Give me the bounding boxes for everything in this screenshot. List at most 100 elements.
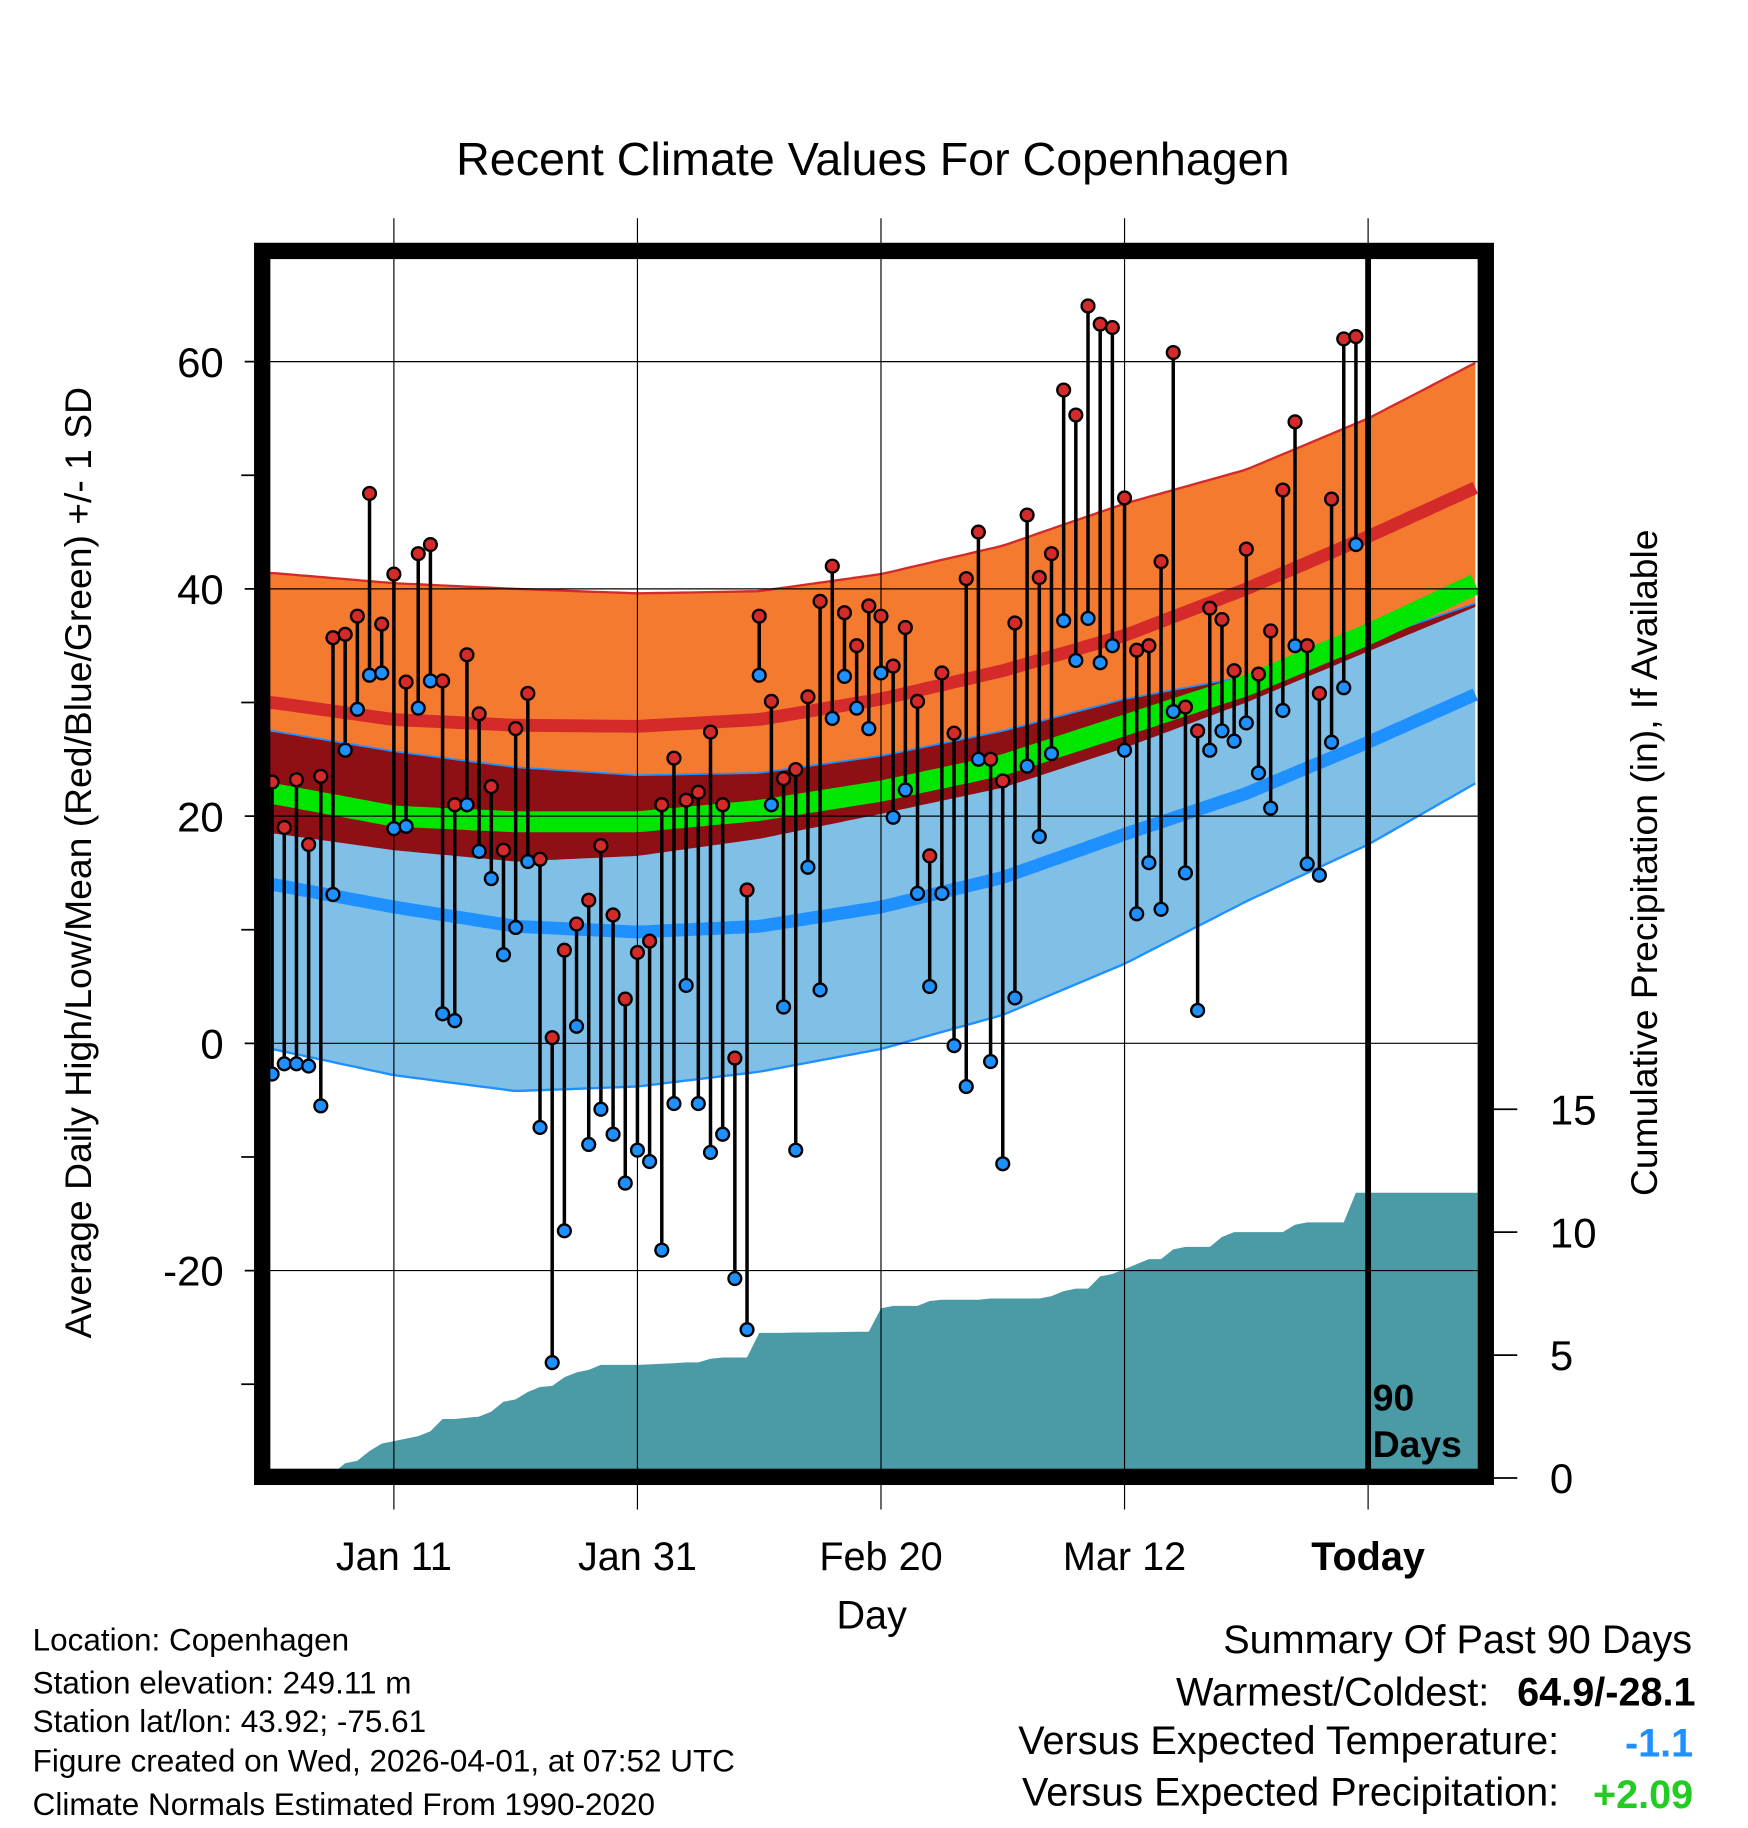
x-tick-label: Mar 12 xyxy=(1063,1535,1186,1579)
footer-latlon: Station lat/lon: 43.92; -75.61 xyxy=(33,1704,426,1739)
daily-low-point xyxy=(1238,715,1254,731)
footer-location: Location: Copenhagen xyxy=(33,1622,350,1657)
daily-low-point xyxy=(873,665,889,681)
daily-high-point xyxy=(1190,723,1206,739)
daily-low-point xyxy=(1323,734,1340,750)
daily-high-point xyxy=(1165,344,1181,361)
daily-high-point xyxy=(276,819,292,836)
daily-low-point xyxy=(1141,855,1157,871)
daily-low-point xyxy=(1275,702,1291,719)
daily-low-point xyxy=(836,668,853,684)
axes: 60 40 20 0 -20 0 5 10 15 Jan 11 Jan 31 Feb 20 Mar 12… xyxy=(163,339,1596,1579)
daily-low-point xyxy=(983,1053,999,1070)
daily-high-point xyxy=(398,674,414,690)
daily-high-point xyxy=(1323,491,1340,507)
daily-low-point xyxy=(1153,901,1169,917)
y-tick-label: -20 xyxy=(163,1248,224,1295)
daily-high-point xyxy=(824,558,840,574)
daily-low-point xyxy=(788,1142,804,1158)
daily-low-point xyxy=(800,859,816,875)
daily-low-point xyxy=(313,1098,329,1114)
daily-high-point xyxy=(970,524,986,540)
x-tick-label: Today xyxy=(1311,1535,1425,1579)
daily-low-point xyxy=(459,797,475,813)
daily-high-point xyxy=(1287,414,1303,430)
daily-high-point xyxy=(471,706,487,722)
daily-high-point xyxy=(800,689,816,705)
daily-low-point xyxy=(483,871,499,887)
daily-low-point xyxy=(337,742,353,758)
daily-high-point xyxy=(1104,319,1120,336)
x-axis-label: Day xyxy=(836,1593,907,1637)
daily-low-point xyxy=(556,1223,572,1239)
daily-low-point xyxy=(1019,758,1035,774)
daily-high-point xyxy=(775,771,792,787)
daily-high-point xyxy=(1311,685,1327,701)
daily-high-point xyxy=(1068,407,1084,423)
daily-high-point xyxy=(1348,329,1364,345)
daily-low-point xyxy=(1287,638,1303,654)
daily-low-point xyxy=(1311,867,1327,883)
daily-high-point xyxy=(1336,331,1352,347)
daily-high-point xyxy=(873,608,889,624)
cumulative-precip-area xyxy=(272,1192,1478,1479)
daily-low-point xyxy=(897,782,913,798)
daily-high-point xyxy=(374,616,390,632)
daily-high-point xyxy=(983,751,999,767)
daily-high-point xyxy=(495,842,512,858)
daily-low-point xyxy=(1263,800,1279,816)
daily-high-point xyxy=(934,665,950,681)
daily-low-point xyxy=(508,919,524,936)
daily-high-point xyxy=(1116,490,1133,506)
daily-low-point xyxy=(909,885,926,901)
normal-low-line xyxy=(268,688,1478,939)
grid-lines xyxy=(262,218,1486,1510)
daily-high-point xyxy=(885,658,901,674)
daily-low-point xyxy=(702,1144,719,1161)
daily-low-point xyxy=(1190,1002,1206,1018)
daily-low-point xyxy=(922,978,938,995)
chart-title: Recent Climate Values For Copenhagen xyxy=(456,133,1289,185)
daily-high-point xyxy=(958,571,974,587)
today-days-label: Days xyxy=(1373,1423,1462,1465)
daily-high-point xyxy=(337,626,353,642)
daily-high-point xyxy=(435,673,451,689)
daily-high-point xyxy=(544,1030,560,1046)
daily-high-point xyxy=(909,693,926,709)
daily-low-point xyxy=(946,1038,962,1054)
daily-low-point xyxy=(361,667,378,683)
daily-low-point xyxy=(532,1119,548,1136)
footer-elevation: Station elevation: 249.11 m xyxy=(33,1666,412,1701)
daily-low-point xyxy=(593,1101,609,1117)
daily-low-point xyxy=(410,700,426,716)
daily-low-point xyxy=(861,721,877,737)
daily-high-point xyxy=(715,797,731,813)
daily-high-point xyxy=(1275,482,1291,498)
daily-low-point xyxy=(605,1126,621,1142)
daily-low-point xyxy=(301,1058,317,1074)
daily-high-point xyxy=(690,784,706,800)
daily-high-point xyxy=(1299,638,1315,654)
daily-low-point xyxy=(544,1355,560,1371)
daily-high-point xyxy=(727,1050,743,1066)
daily-low-point xyxy=(739,1322,755,1338)
daily-low-point xyxy=(1092,655,1108,671)
daily-high-point xyxy=(1202,600,1218,616)
daily-high-point xyxy=(946,725,962,741)
footer-info: Location: Copenhagen Station elevation: … xyxy=(33,1622,735,1821)
y-tick-label: 40 xyxy=(177,566,224,613)
daily-low-point xyxy=(374,665,390,681)
temp-departure-value: -1.1 xyxy=(1625,1722,1693,1766)
daily-high-point xyxy=(1250,666,1267,682)
daily-low-point xyxy=(1043,746,1060,762)
daily-high-point xyxy=(410,546,426,562)
daily-low-point xyxy=(751,667,767,683)
daily-high-point xyxy=(1177,699,1194,715)
daily-low-point xyxy=(471,843,487,859)
daily-low-point xyxy=(934,885,950,901)
daily-low-point xyxy=(1348,536,1364,553)
daily-high-point xyxy=(1092,316,1108,332)
daily-low-point xyxy=(276,1056,292,1072)
y-tick-label: 0 xyxy=(200,1021,223,1068)
daily-low-point xyxy=(1202,742,1218,758)
